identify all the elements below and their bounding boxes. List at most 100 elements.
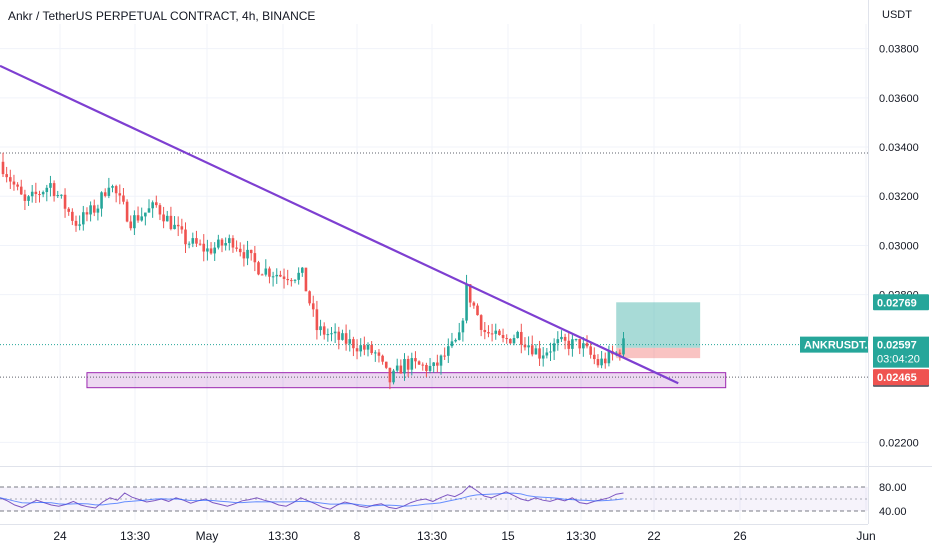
candle-body <box>377 352 381 356</box>
candle-body <box>370 344 373 354</box>
candle-body <box>155 202 158 206</box>
candle-body <box>432 362 435 366</box>
candle-body <box>27 196 30 201</box>
candle-body <box>337 331 341 340</box>
candle-body <box>224 243 227 246</box>
candle-body <box>286 278 289 281</box>
price-axis-tick: 0.02200 <box>879 437 919 449</box>
last-price-label: 0.02597 <box>877 340 917 352</box>
candle-body <box>541 355 545 359</box>
candle-body <box>622 338 625 355</box>
candle-body <box>235 247 238 249</box>
candle-body <box>202 243 206 252</box>
candle-body <box>523 344 527 348</box>
candle-body <box>403 358 406 374</box>
candle-body <box>253 253 257 263</box>
candle-body <box>348 339 352 344</box>
candle-body <box>206 248 209 252</box>
candle-body <box>607 351 611 364</box>
candle-body <box>282 276 286 279</box>
candle-body <box>366 344 370 350</box>
rsi-ma-line <box>0 492 624 507</box>
candle-body <box>505 338 508 340</box>
candle-body <box>395 365 399 371</box>
rsi-band <box>0 487 868 511</box>
stop-price-label: 0.02465 <box>877 372 917 384</box>
candle-body <box>103 192 107 196</box>
candle-body <box>399 365 403 374</box>
candle-body <box>85 212 89 215</box>
candle-body <box>114 186 118 194</box>
stop-zone <box>616 347 701 359</box>
candle-body <box>187 243 191 245</box>
trendline <box>0 64 679 385</box>
candle-body <box>41 192 45 195</box>
candle-body <box>242 252 246 259</box>
candle-body <box>421 364 425 366</box>
candle-body <box>527 345 530 348</box>
candle-body <box>311 303 315 310</box>
candle-body <box>512 338 516 344</box>
candle-body <box>479 315 483 330</box>
candle-body <box>582 343 585 349</box>
candle-body <box>165 215 169 222</box>
candle-body <box>326 334 330 336</box>
candle-body <box>275 274 279 277</box>
candle-body <box>593 354 596 360</box>
candle-body <box>1 161 5 175</box>
candle-body <box>140 216 143 221</box>
candle-body <box>443 355 446 357</box>
symbol-label: ANKRUSDT.P <box>804 340 875 352</box>
candle-body <box>176 224 180 227</box>
candle-body <box>410 358 414 370</box>
candle-body <box>67 208 70 212</box>
candle-body <box>238 248 242 253</box>
candle-body <box>494 330 498 334</box>
time-axis-tick: 15 <box>501 529 515 543</box>
candle-body <box>436 362 439 366</box>
candle-body <box>384 361 388 368</box>
candle-body <box>60 194 63 196</box>
candle-body <box>133 215 136 229</box>
candle-body <box>19 186 23 195</box>
candle-body <box>38 194 41 196</box>
candle-body <box>107 187 111 196</box>
candle-body <box>578 339 581 349</box>
candle-body <box>173 224 176 230</box>
candle-body <box>301 267 304 273</box>
candle-body <box>322 326 326 335</box>
candle-body <box>249 249 253 254</box>
candle-body <box>271 276 275 278</box>
candle-body <box>381 355 384 362</box>
candle-body <box>388 367 392 383</box>
candle-body <box>498 330 501 335</box>
candle-body <box>260 274 264 276</box>
candle-body <box>454 339 457 342</box>
candle-body <box>268 268 271 277</box>
candle-body <box>585 343 589 347</box>
candle-body <box>12 181 16 185</box>
candle-body <box>468 284 472 303</box>
candle-body <box>538 348 541 359</box>
target-zone <box>616 302 701 348</box>
candle-body <box>162 214 165 222</box>
candle-body <box>571 339 574 349</box>
candle-body <box>600 358 603 366</box>
candle-body <box>501 334 505 339</box>
candle-body <box>560 336 563 340</box>
candle-body <box>447 346 450 356</box>
candle-body <box>352 339 355 349</box>
candle-body <box>359 345 362 352</box>
candle-body <box>487 332 490 334</box>
candle-body <box>414 358 417 362</box>
candle-body <box>209 248 213 254</box>
candle-body <box>89 205 92 215</box>
candle-body <box>530 345 534 355</box>
candle-body <box>78 224 81 226</box>
candle-body <box>198 243 202 245</box>
candle-body <box>34 191 38 195</box>
candle-body <box>184 229 187 245</box>
candle-body <box>516 331 519 339</box>
